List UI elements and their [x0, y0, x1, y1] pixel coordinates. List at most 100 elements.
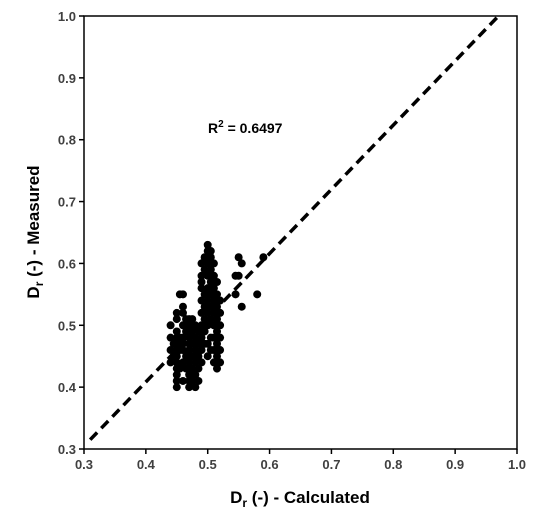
y-tick-label: 0.7 — [58, 195, 76, 210]
data-point — [172, 358, 181, 367]
data-point — [178, 339, 187, 348]
data-point — [172, 315, 181, 324]
data-point — [197, 321, 206, 330]
data-point — [188, 364, 197, 373]
data-point — [216, 346, 225, 355]
data-point — [209, 284, 218, 293]
data-point — [188, 315, 197, 324]
trendline — [88, 14, 500, 441]
data-point — [185, 383, 194, 392]
data-point — [178, 308, 187, 317]
data-point — [209, 271, 218, 280]
data-point — [212, 352, 221, 361]
data-point — [178, 376, 187, 385]
data-point — [209, 321, 218, 330]
data-point — [212, 364, 221, 373]
data-point — [203, 308, 212, 317]
r-squared-annotation: R2 = 0.6497 — [208, 119, 283, 136]
data-point — [188, 339, 197, 348]
data-point — [194, 376, 203, 385]
data-point — [191, 383, 200, 392]
data-point — [197, 333, 206, 342]
data-point — [206, 290, 215, 299]
data-point — [197, 296, 206, 305]
data-point — [194, 364, 203, 373]
x-axis-title: Dr (-) - Calculated — [230, 488, 370, 510]
data-point — [216, 358, 225, 367]
x-tick-label: 0.5 — [199, 457, 217, 472]
data-point — [203, 321, 212, 330]
data-point — [200, 253, 209, 262]
data-point — [234, 253, 243, 262]
data-point — [172, 376, 181, 385]
x-tick-label: 0.7 — [322, 457, 340, 472]
data-point — [209, 308, 218, 317]
y-tick-label: 0.9 — [58, 71, 76, 86]
data-point — [188, 327, 197, 336]
data-point — [197, 308, 206, 317]
y-tick-label: 1.0 — [58, 9, 76, 24]
plot-frame — [83, 15, 518, 450]
y-axis: 0.3 0.4 0.5 0.6 0.7 0.8 0.9 1.0 — [58, 9, 84, 457]
x-tick-label: 1.0 — [508, 457, 526, 472]
data-point — [191, 346, 200, 355]
x-tick-label: 0.8 — [384, 457, 402, 472]
data-point — [200, 265, 209, 274]
data-point — [166, 321, 175, 330]
data-point — [203, 259, 212, 268]
data-point — [200, 315, 209, 324]
data-point — [172, 383, 181, 392]
data-point — [212, 315, 221, 324]
x-tick-label: 0.6 — [261, 457, 279, 472]
x-axis: 0.3 0.4 0.5 0.6 0.7 0.8 0.9 1.0 — [75, 449, 526, 472]
data-point — [203, 339, 212, 348]
data-point — [191, 370, 200, 379]
data-points — [166, 240, 268, 392]
data-point — [216, 321, 225, 330]
data-point — [178, 302, 187, 311]
data-point — [216, 333, 225, 342]
data-point — [166, 346, 175, 355]
data-point — [172, 370, 181, 379]
data-point — [172, 308, 181, 317]
data-point — [212, 302, 221, 311]
data-point — [216, 296, 225, 305]
data-point — [166, 333, 175, 342]
y-axis-title: Dr (-) - Measured — [24, 165, 46, 298]
data-point — [206, 265, 215, 274]
data-point — [206, 277, 215, 286]
data-point — [212, 290, 221, 299]
data-point — [178, 333, 187, 342]
data-point — [206, 315, 215, 324]
data-point — [172, 352, 181, 361]
data-point — [200, 327, 209, 336]
data-point — [178, 321, 187, 330]
data-point — [191, 358, 200, 367]
data-point — [212, 339, 221, 348]
data-point — [206, 302, 215, 311]
data-point — [259, 253, 268, 262]
data-point — [209, 333, 218, 342]
x-tick-label: 0.3 — [75, 457, 93, 472]
data-point — [172, 327, 181, 336]
data-point — [203, 271, 212, 280]
x-tick-label: 0.4 — [137, 457, 156, 472]
data-point — [203, 240, 212, 249]
x-tick-label: 0.9 — [446, 457, 464, 472]
data-point — [197, 284, 206, 293]
data-point — [209, 296, 218, 305]
data-point — [185, 321, 194, 330]
data-point — [194, 352, 203, 361]
data-point — [197, 277, 206, 286]
data-point — [209, 259, 218, 268]
data-point — [206, 247, 215, 256]
data-point — [188, 376, 197, 385]
data-point — [200, 302, 209, 311]
data-point — [203, 352, 212, 361]
data-point — [197, 259, 206, 268]
data-point — [191, 333, 200, 342]
data-point — [206, 253, 215, 262]
data-point — [191, 321, 200, 330]
data-point — [237, 302, 246, 311]
